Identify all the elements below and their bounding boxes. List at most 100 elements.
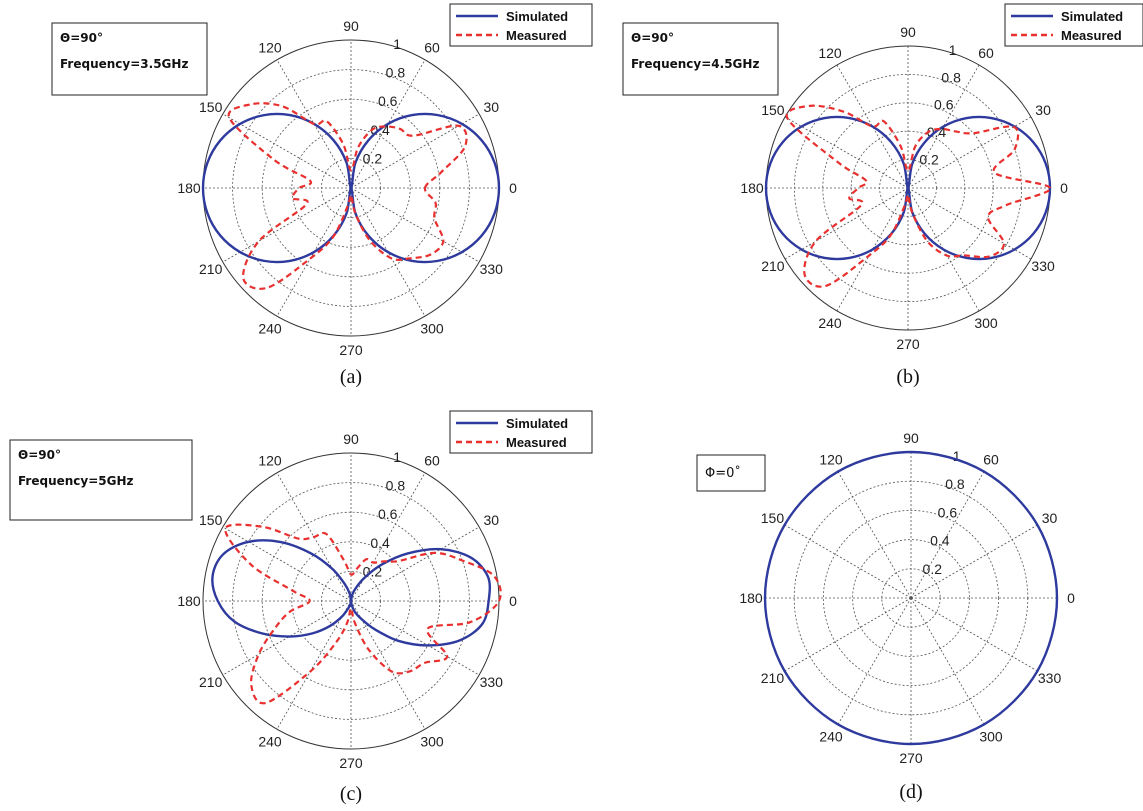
legend-label: Measured [506, 435, 567, 450]
angle-tick-label: 90 [343, 18, 359, 34]
angle-tick-label: 60 [424, 40, 440, 56]
grid-spoke [222, 113, 352, 189]
series-simulated-line [201, 112, 501, 264]
grid-spoke [837, 471, 912, 599]
grid-spoke [222, 187, 352, 263]
angle-tick-label: 210 [199, 674, 223, 690]
radial-tick-label: 1 [949, 42, 957, 58]
grid-spoke [276, 600, 352, 730]
grid-ring [232, 69, 470, 307]
angle-tick-label: 60 [983, 451, 999, 467]
angle-tick-label: 270 [899, 750, 923, 766]
grid-spoke [907, 187, 1032, 260]
angle-tick-label: 330 [1031, 258, 1055, 274]
radial-tick-label: 1 [393, 449, 401, 465]
panel-label: (b) [896, 366, 919, 388]
radial-tick-label: 0.8 [386, 65, 406, 81]
grid-spoke [910, 524, 1038, 599]
legend-label: Measured [506, 28, 567, 43]
angle-tick-label: 300 [420, 320, 444, 336]
angle-tick-label: 330 [480, 261, 504, 277]
grid-spoke [910, 597, 1038, 672]
angle-tick-label: 150 [761, 102, 785, 118]
panel-label: (c) [340, 783, 362, 805]
angle-tick-label: 150 [199, 99, 223, 115]
legend-label: Simulated [506, 9, 568, 24]
angle-tick-label: 90 [903, 430, 919, 446]
radial-tick-label: 0.4 [930, 533, 950, 549]
annotation-text: Φ=0˚ [705, 465, 741, 481]
panel-label: (d) [899, 781, 922, 803]
grid-ring [232, 482, 470, 720]
annotation-box [51, 22, 208, 96]
polar-panel-a: 03060901201501802102402703003300.20.40.6… [51, 3, 593, 388]
angle-tick-label: 240 [819, 729, 843, 745]
legend-label: Simulated [506, 416, 568, 431]
angle-tick-label: 150 [761, 510, 785, 526]
angle-tick-label: 240 [258, 320, 282, 336]
angle-tick-label: 30 [484, 99, 500, 115]
legend-box [1004, 3, 1143, 47]
grid-spoke [222, 526, 352, 602]
grid-spoke [837, 597, 912, 725]
legend: Simulated Measured [1004, 3, 1143, 47]
angle-tick-label: 210 [199, 261, 223, 277]
angle-tick-label: 180 [740, 180, 764, 196]
annotation-box [622, 22, 779, 96]
angle-tick-label: 60 [424, 453, 440, 469]
angle-tick-label: 330 [480, 674, 504, 690]
polar-panel-c: 03060901201501802102402703003300.20.40.6… [9, 410, 593, 805]
legend: Simulated Measured [449, 3, 593, 47]
angle-tick-label: 30 [484, 512, 500, 528]
series-measured-line [224, 523, 502, 705]
grid-spoke [910, 471, 985, 599]
grid-spoke [784, 597, 912, 672]
angle-tick-label: 0 [1060, 180, 1068, 196]
annotation-text: Θ=90° [60, 31, 103, 45]
legend: Simulated Measured [449, 410, 593, 454]
angle-tick-label: 180 [177, 180, 201, 196]
annotation-text: Frequency=4.5GHz [631, 57, 759, 71]
radial-tick-label: 0.8 [941, 69, 961, 85]
radial-tick-label: 0.6 [938, 504, 958, 520]
polar-panel-b: 03060901201501802102402703003300.20.40.6… [622, 3, 1143, 388]
grid-spoke [350, 187, 480, 263]
grid-spoke [350, 600, 426, 730]
angle-tick-label: 90 [343, 431, 359, 447]
annotation-text: Θ=90° [18, 448, 61, 462]
radial-tick-label: 0.2 [923, 561, 943, 577]
grid-spoke [350, 113, 480, 189]
annotation-box [696, 454, 766, 492]
grid-ring [823, 509, 1000, 686]
angle-tick-label: 240 [818, 315, 842, 331]
grid-ring [291, 541, 411, 661]
grid-spoke [350, 600, 480, 676]
radial-tick-label: 0.6 [378, 93, 398, 109]
legend-label: Measured [1061, 28, 1122, 43]
radial-tick-label: 0.4 [370, 535, 390, 551]
grid-spoke [784, 187, 909, 260]
radial-tick-label: 0.6 [378, 506, 398, 522]
angle-tick-label: 300 [420, 733, 444, 749]
radial-tick-label: 0.2 [363, 150, 383, 166]
annotation-text: Θ=90° [631, 31, 674, 45]
grid-spoke [350, 526, 480, 602]
angle-tick-label: 0 [509, 593, 517, 609]
angle-tick-label: 270 [339, 755, 363, 771]
polar-panel-d: 0 30 60 90 120 150 180 210 240 270 300 330 0.2 0.4 0.6… [696, 430, 1075, 803]
series-measured-line [227, 102, 468, 290]
angle-tick-label: 300 [974, 315, 998, 331]
radial-tick-label: 0.6 [934, 97, 954, 113]
radial-tick-label: 0.2 [919, 152, 939, 168]
angle-tick-label: 0 [509, 180, 517, 196]
angle-tick-label: 150 [199, 512, 223, 528]
grid-ring [852, 539, 970, 657]
angle-tick-label: 30 [1042, 510, 1058, 526]
angle-tick-label: 180 [177, 593, 201, 609]
radial-tick-label: 1 [953, 448, 961, 464]
angle-tick-label: 210 [761, 670, 785, 686]
angle-tick-label: 120 [818, 45, 842, 61]
series-simulated-line [211, 539, 492, 647]
radial-tick-label: 0.8 [386, 478, 406, 494]
